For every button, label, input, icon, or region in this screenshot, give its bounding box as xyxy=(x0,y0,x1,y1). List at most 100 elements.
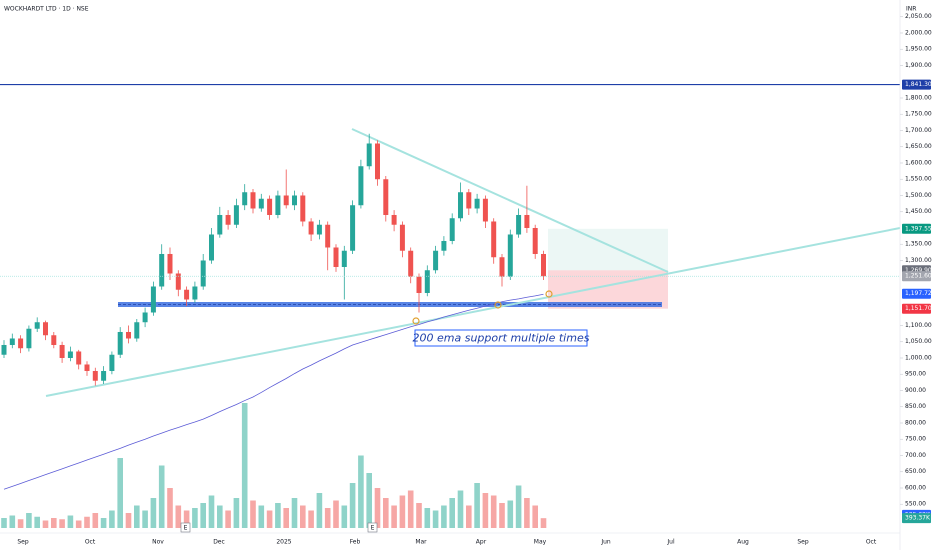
volume-label-box xyxy=(902,513,931,524)
volume-bar xyxy=(67,515,74,528)
annotation-box xyxy=(414,329,588,347)
volume-bar xyxy=(42,520,49,528)
y-tick-label: 950.00 xyxy=(905,371,926,378)
volume-bar xyxy=(374,488,381,528)
candle-body xyxy=(117,331,123,355)
candle-body xyxy=(92,370,98,381)
candle-body xyxy=(26,328,32,349)
candle-body xyxy=(275,195,281,215)
volume-bar xyxy=(241,403,248,528)
candle-body xyxy=(51,335,57,345)
x-tick-label: Sep xyxy=(797,539,809,546)
volume-bar xyxy=(391,505,397,528)
volume-bar xyxy=(532,505,538,528)
y-tick-label: 1,000.00 xyxy=(905,354,932,361)
volume-bar xyxy=(275,503,281,528)
candle-body xyxy=(233,205,239,225)
volume-bar xyxy=(258,505,265,528)
candle-body xyxy=(408,250,414,277)
trend-line xyxy=(351,128,669,273)
volume-bar xyxy=(432,510,439,528)
candle-body xyxy=(242,192,248,206)
candle-body xyxy=(101,370,107,381)
candle-body xyxy=(59,344,65,358)
volume-bar xyxy=(358,455,364,528)
y-tick-label: 650.00 xyxy=(905,468,926,475)
ema-line xyxy=(3,293,544,490)
candle-body xyxy=(433,250,439,271)
volume-bar xyxy=(383,498,389,528)
y-tick-label: 750.00 xyxy=(905,436,926,443)
volume-bar xyxy=(490,495,497,528)
y-tick-label: 2,050.00 xyxy=(905,13,932,20)
volume-bar xyxy=(59,519,65,528)
candle-body xyxy=(217,214,223,235)
price-label: 1,151.70 xyxy=(905,305,932,312)
y-tick-label: 1,500.00 xyxy=(905,192,932,199)
candle-body xyxy=(482,198,488,222)
volume-bar xyxy=(75,520,82,528)
candle-body xyxy=(76,351,82,365)
candle-body xyxy=(532,227,538,254)
candle-body xyxy=(283,195,289,206)
volume-bar xyxy=(474,483,480,528)
support-marker xyxy=(545,290,553,298)
x-tick-label: May xyxy=(534,539,547,546)
candle-body xyxy=(316,224,322,235)
volume-bar xyxy=(266,510,273,528)
x-tick-label: Nov xyxy=(152,539,164,546)
event-marker: E xyxy=(371,525,375,532)
event-box xyxy=(180,522,191,533)
event-box xyxy=(367,522,378,533)
volume-bar xyxy=(167,488,173,528)
price-label-box xyxy=(902,223,931,234)
volume-bar xyxy=(125,513,132,528)
y-tick-label: 1,550.00 xyxy=(905,176,932,183)
y-tick-label: 600.00 xyxy=(905,484,926,491)
volume-bar xyxy=(183,510,190,528)
price-label-box xyxy=(902,303,931,314)
candle-body xyxy=(258,198,264,209)
y-tick-label: 550.00 xyxy=(905,501,926,508)
volume-bar xyxy=(225,510,231,528)
price-label: 1,269.90 xyxy=(905,267,932,274)
candle-body xyxy=(350,205,356,251)
y-tick-label: 1,100.00 xyxy=(905,322,932,329)
currency: INR xyxy=(906,6,916,13)
candle-body xyxy=(424,270,430,293)
candle-body xyxy=(134,322,140,339)
candle-body xyxy=(67,351,73,358)
y-tick-label: 1,700.00 xyxy=(905,127,932,134)
candle-body xyxy=(184,289,190,300)
volume-bar xyxy=(117,458,123,528)
volume-bar xyxy=(399,495,406,528)
volume-bar xyxy=(499,503,505,528)
volume-bar xyxy=(300,505,306,528)
candle-body xyxy=(358,166,364,206)
price-label-box xyxy=(902,271,931,282)
volume-bar xyxy=(316,493,323,528)
candle-body xyxy=(391,214,397,225)
candle-body xyxy=(159,253,165,287)
volume-bar xyxy=(324,508,331,528)
candle-body xyxy=(1,344,7,355)
volume-bar xyxy=(482,493,489,528)
candle-body xyxy=(375,143,380,180)
volume-bar xyxy=(200,503,206,528)
x-tick-label: Aug xyxy=(737,539,749,546)
x-tick-label: Oct xyxy=(866,539,877,546)
candle-body xyxy=(167,253,173,274)
candle-body xyxy=(491,221,497,258)
volume-bar xyxy=(92,513,99,528)
price-label-box xyxy=(902,79,931,90)
volume-bar xyxy=(424,508,431,528)
volume-bar xyxy=(34,516,40,528)
chart-title: WOCKHARDT LTD · 1D · NSE xyxy=(4,6,89,13)
price-label: 1,841.30 xyxy=(905,81,932,88)
candle-body xyxy=(18,338,24,349)
candle-body xyxy=(142,312,148,323)
volume-bar xyxy=(407,490,414,528)
candle-body xyxy=(225,214,231,225)
candle-body xyxy=(9,338,15,345)
